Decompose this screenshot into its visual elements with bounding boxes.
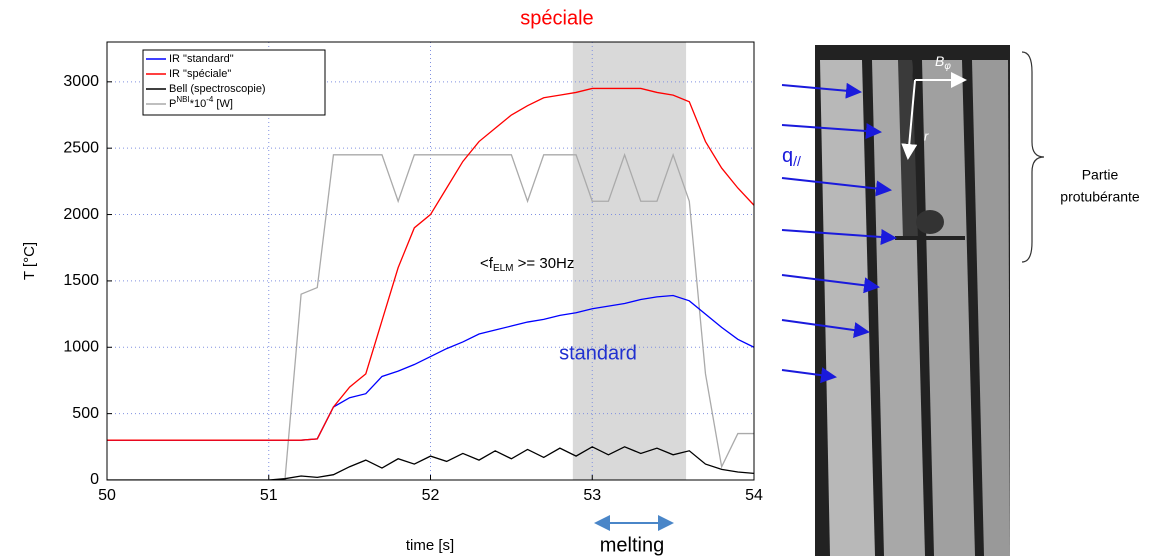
chart: 0 500 1000 1500 2000 2500 3000 50 51 52 53 54 IR "st… [63,42,763,504]
y-tick-label: 1500 [63,272,99,289]
y-tick-label: 2000 [63,206,99,223]
legend-part: *10 [190,98,207,110]
q-main: q [782,145,793,167]
q-sub: // [793,153,801,169]
melting-label: melting [600,534,664,556]
series-line [107,152,754,480]
part-label: Partie [1082,167,1119,183]
y-tick-label: 2500 [63,139,99,156]
b-label: Bφ [935,53,951,72]
legend-entry: IR "standard" [169,53,234,65]
y-tick-label: 1000 [63,338,99,355]
legend-entry: Bell (spectroscopie) [169,83,266,95]
x-tick-label: 50 [98,487,116,504]
shaded-region [572,42,687,480]
y-axis-label: T [°C] [21,242,38,280]
legend-part: NBI [176,95,189,104]
legend-box [142,49,326,116]
felm-b: >= 30Hz [514,255,575,272]
speciale-label: spéciale [520,7,593,29]
felm-sub: ELM [493,263,514,274]
series-line [107,446,754,480]
x-tick-label: 51 [260,487,278,504]
legend-part: [W] [213,98,233,110]
x-tick-label: 52 [422,487,440,504]
legend-entry: PNBI*10-4 [W] [169,95,233,110]
r-label: r [924,128,929,143]
felm-label: <fELM >= 30Hz [480,255,574,274]
b-sub: φ [944,61,951,72]
x-tick-label: 54 [745,487,763,504]
standard-label: standard [559,342,637,364]
plot-frame [106,41,755,481]
camera-image [815,45,1010,556]
part-label: protubérante [1060,189,1140,205]
x-tick-label: 53 [583,487,601,504]
legend: IR "standard" IR "spéciale" Bell (spectros… [142,49,326,116]
legend-part: -4 [206,95,214,104]
felm-a: <f [480,255,494,272]
y-tick-label: 500 [72,405,99,422]
y-tick-label: 3000 [63,73,99,90]
legend-part: P [169,98,176,110]
heat-flux-arrows [781,82,897,384]
b-main: B [935,53,944,69]
brace [1021,51,1045,263]
series-line [107,87,754,441]
legend-entry: IR "spéciale" [169,68,231,80]
y-tick-label: 0 [90,471,99,488]
x-axis-label: time [s] [406,537,454,554]
q-label: q// [782,145,801,168]
